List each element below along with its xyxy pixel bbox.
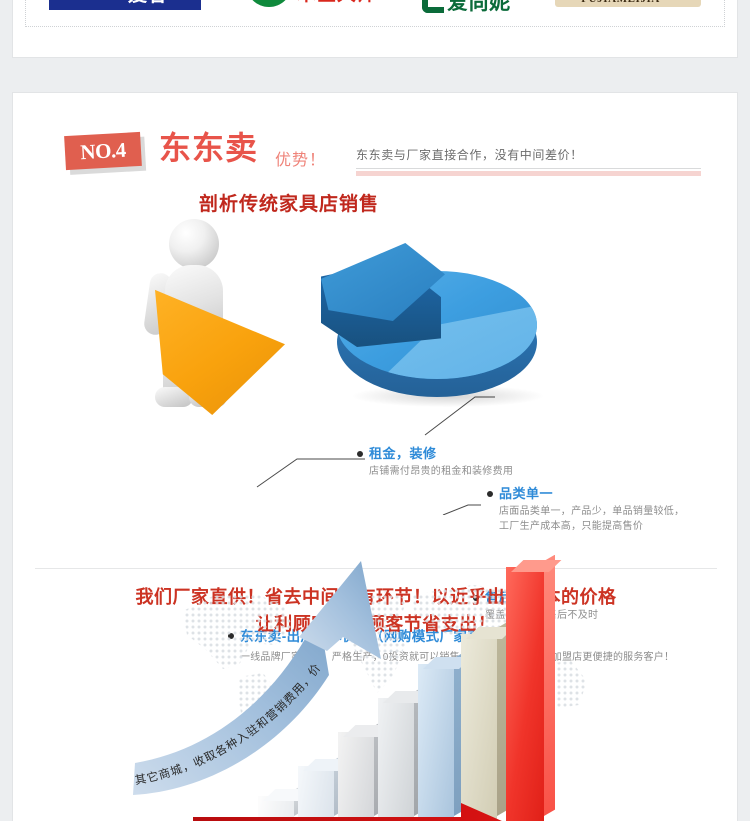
aishn-logo-cn: 爱尚妮: [447, 0, 511, 14]
bar-face: [418, 664, 454, 821]
header-tagline: 东东卖与厂家直接合作，没有中间差价！: [356, 148, 583, 162]
brand-logo-row: ifree 爱睿 木匠大师 AISHN 爱尚妮: [26, 0, 724, 28]
page-subtitle: 优势！: [275, 152, 327, 169]
bar-face: [461, 634, 497, 821]
tagline-rule-thick: [356, 171, 701, 176]
brand-panel-dotted-frame: ifree 爱睿 木匠大师 AISHN 爱尚妮: [25, 0, 725, 27]
annotation-rent-title: 租金，装修: [369, 446, 437, 461]
fujiameijia-mark-icon: ✎: [561, 0, 577, 3]
annotation-category: 品类单一 店面品类单一，产品少，单品销量较低， 工厂生产成本高，只能提高售价: [487, 483, 685, 534]
bar-item: [298, 753, 352, 821]
bar-item-highlight: [506, 555, 562, 821]
brand-logo-mujiang: 木匠大师: [245, 0, 377, 28]
header-tagline-block: 东东卖与厂家直接合作，没有中间差价！: [356, 146, 701, 176]
annotation-dot-icon: [357, 451, 363, 457]
bar-chart-scene: 其它商城，收取各种入驻和营销费用，价格高昂: [13, 555, 737, 821]
figure-foot-left: [155, 387, 193, 407]
bar-side: [544, 555, 555, 816]
section-header: NO.4 东东卖 优势！ 东东卖与厂家直接合作，没有中间差价！: [13, 118, 737, 176]
bar-face: [338, 732, 374, 821]
leader-line-aftersale: [442, 504, 481, 515]
pie-illustration-stage: 租金，装修 店铺需付昂贵的租金和装修费用 品类单一 店面品类单一，产品少，单品销…: [13, 215, 737, 621]
page-title: 东东卖: [159, 130, 259, 166]
mujiang-logo-cn: 木匠大师: [297, 0, 377, 6]
bar-item: [461, 621, 515, 821]
brand-logo-aishn: AISHN 爱尚妮: [422, 0, 510, 28]
pie-analysis-section: 剖析传统家具店销售: [13, 189, 737, 663]
bar-item: [258, 783, 312, 821]
bar-face: [378, 698, 414, 821]
tagline-rule-thin: [356, 168, 701, 169]
pie-chart-3d: [313, 235, 543, 410]
annotation-category-desc: 店面品类单一，产品少，单品销量较低， 工厂生产成本高，只能提高售价: [499, 506, 685, 532]
brand-logo-ifree: ifree 爱睿: [48, 0, 201, 28]
bar-item: [378, 685, 432, 821]
annotation-category-title: 品类单一: [499, 486, 554, 501]
section-number-label: NO.4: [79, 137, 127, 164]
fujiameijia-logo-en: FUJIAMEIJIA: [581, 0, 660, 6]
pie-section-title: 剖析传统家具店销售: [199, 194, 380, 215]
bar-item: [418, 651, 472, 821]
brand-panel: ifree 爱睿 木匠大师 AISHN 爱尚妮: [12, 0, 738, 58]
bar-item: [338, 719, 392, 821]
ifree-logo-en: ifree: [82, 0, 125, 2]
annotation-rent-desc: 店铺需付昂贵的租金和装修费用: [369, 466, 514, 477]
ifree-logo-cn: 爱睿: [128, 0, 168, 7]
annotation-rent: 租金，装修 店铺需付昂贵的租金和装修费用: [357, 443, 514, 479]
main-content-card: NO.4 东东卖 优势！ 东东卖与厂家直接合作，没有中间差价！ 剖析传统家具店销…: [12, 92, 738, 821]
bar-face: [506, 567, 544, 821]
mujiang-badge-icon: [245, 0, 292, 7]
annotation-dot-icon: [487, 491, 493, 497]
leader-line-rent: [256, 458, 365, 488]
figure-head: [169, 219, 219, 269]
bar-face: [298, 766, 334, 821]
section-number-badge: NO.4: [64, 131, 142, 171]
bar-group: [13, 555, 737, 821]
aishn-bracket-icon: [422, 0, 445, 13]
brand-logo-fujiameijia: ✎ 富家美佳 FUJIAMEIJIA: [555, 0, 702, 28]
